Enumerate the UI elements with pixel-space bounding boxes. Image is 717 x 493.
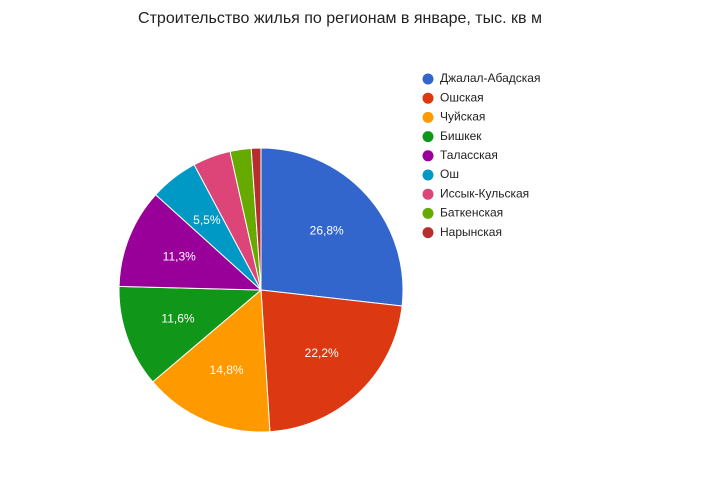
slice-label: 11,3% (163, 250, 196, 264)
slice-label: 22,2% (305, 346, 339, 360)
slice-label: 5,5% (193, 213, 221, 227)
legend-label: Бишкек (440, 129, 482, 143)
legend-swatch (422, 169, 434, 181)
legend-label: Нарынская (440, 225, 502, 239)
legend-swatch (422, 111, 434, 123)
slice-label: 14,8% (210, 363, 244, 377)
legend-swatch (422, 73, 434, 85)
slice-label: 11,6% (161, 311, 194, 325)
legend-label: Джалал-Абадская (440, 71, 540, 85)
legend-label: Чуйская (440, 110, 485, 124)
legend-swatch (422, 188, 434, 200)
chart-title: Строительство жилья по регионам в январе… (138, 10, 542, 27)
pie-slice (118, 285, 263, 383)
slice-label: 26,8% (310, 224, 344, 238)
legend-swatch (422, 92, 434, 104)
legend-label: Таласская (440, 148, 498, 162)
legend-label: Иссык-Кульская (440, 186, 529, 200)
legend-label: Ошская (440, 90, 484, 104)
legend-label: Баткенская (440, 206, 503, 220)
pie-slice (152, 288, 271, 433)
legend-swatch (422, 131, 434, 143)
legend-swatch (422, 150, 434, 162)
legend-swatch (422, 207, 434, 219)
pie-slice (260, 147, 404, 307)
pie-slice (260, 289, 403, 433)
legend-label: Ош (440, 167, 459, 181)
pie-slice (118, 194, 263, 291)
pie-slice (250, 147, 262, 291)
legend-swatch (422, 227, 434, 239)
